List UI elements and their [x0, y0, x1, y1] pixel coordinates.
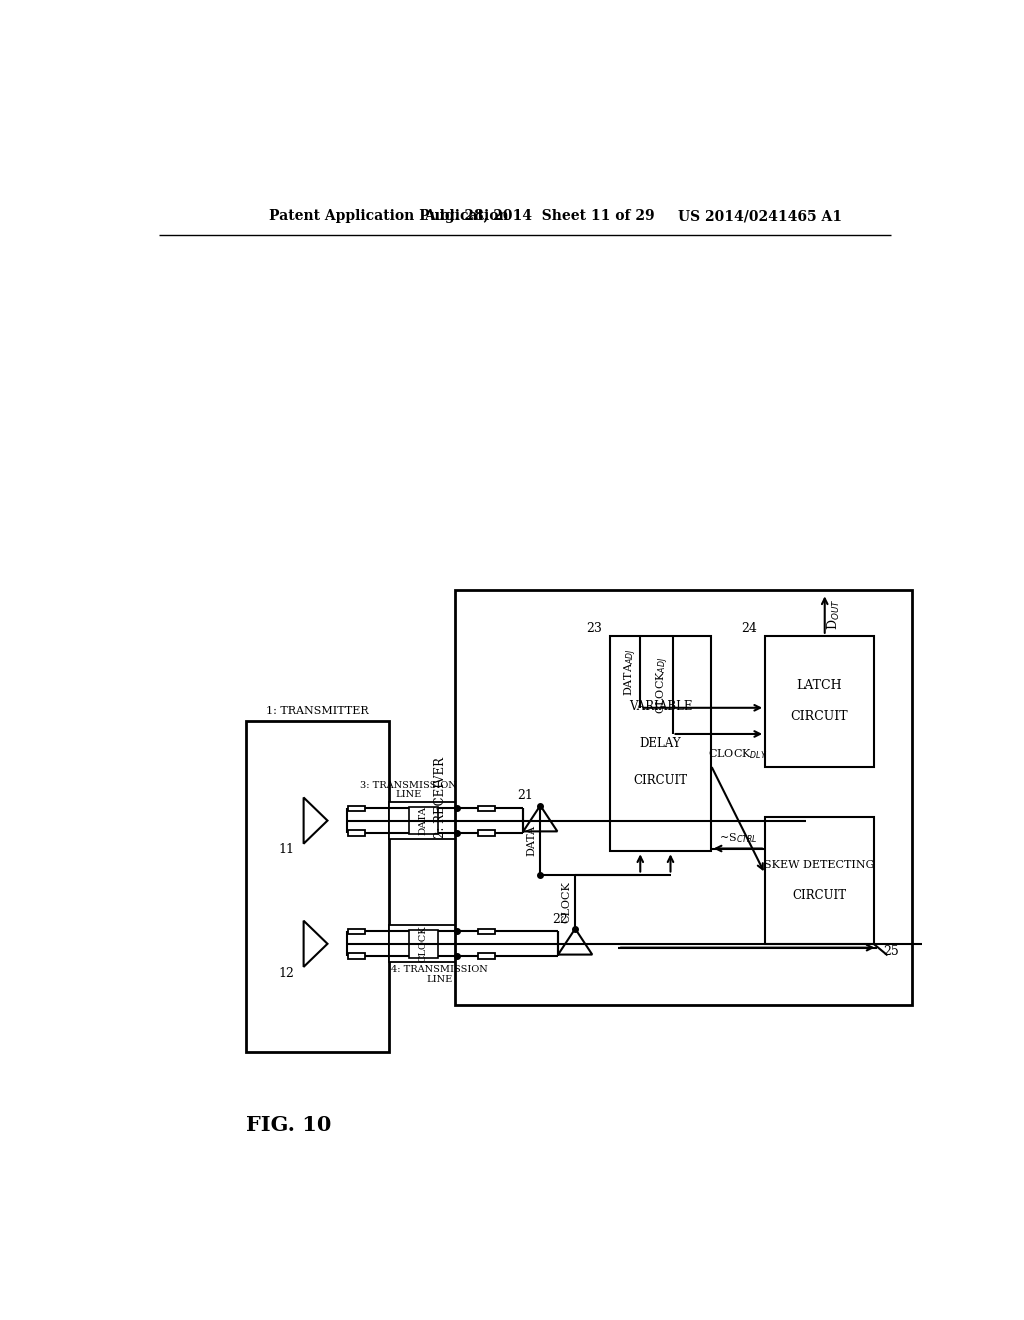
Text: VARIABLE: VARIABLE: [629, 701, 692, 713]
Text: 23: 23: [587, 622, 602, 635]
Text: 21: 21: [517, 789, 532, 803]
Bar: [477, 830, 495, 836]
Bar: [389, 925, 459, 962]
Bar: [348, 830, 366, 836]
Text: D$_{OUT}$: D$_{OUT}$: [826, 598, 842, 630]
Bar: [477, 805, 495, 810]
Text: CIRCUIT: CIRCUIT: [793, 890, 847, 902]
Text: CIRCUIT: CIRCUIT: [791, 710, 848, 723]
Text: DATA$_{ADJ}$: DATA$_{ADJ}$: [623, 648, 639, 696]
Text: CLOCK: CLOCK: [419, 925, 428, 962]
Bar: [765, 817, 873, 944]
Text: LINE: LINE: [426, 974, 453, 983]
Text: 22: 22: [552, 912, 567, 925]
Bar: [477, 953, 495, 958]
Bar: [348, 953, 366, 958]
Bar: [477, 929, 495, 935]
Text: DELAY: DELAY: [640, 737, 681, 750]
Text: SKEW DETECTING: SKEW DETECTING: [764, 861, 874, 870]
Text: 25: 25: [883, 945, 899, 958]
Text: LINE: LINE: [395, 789, 422, 799]
Bar: [348, 805, 366, 810]
Text: CLOCK: CLOCK: [561, 880, 570, 923]
Text: FIG. 10: FIG. 10: [246, 1115, 331, 1135]
Bar: [455, 590, 912, 1006]
Text: DATA: DATA: [419, 807, 428, 836]
Bar: [610, 636, 711, 851]
Bar: [348, 929, 366, 935]
Text: 4: TRANSMISSION: 4: TRANSMISSION: [391, 965, 487, 974]
Text: ~S$_{CTRL}$: ~S$_{CTRL}$: [719, 830, 757, 845]
Text: 11: 11: [279, 843, 294, 857]
Text: CLOCK$_{ADJ}$: CLOCK$_{ADJ}$: [655, 656, 672, 714]
Text: LATCH: LATCH: [797, 678, 842, 692]
Text: US 2014/0241465 A1: US 2014/0241465 A1: [678, 209, 843, 223]
Text: Patent Application Publication: Patent Application Publication: [269, 209, 509, 223]
Text: 2: RECEIVER: 2: RECEIVER: [434, 756, 447, 838]
Text: 24: 24: [741, 622, 758, 635]
Text: CLOCK$_{DLY}$: CLOCK$_{DLY}$: [709, 747, 768, 760]
Bar: [765, 636, 873, 767]
Bar: [246, 721, 389, 1052]
Text: 12: 12: [279, 966, 294, 979]
Bar: [389, 803, 459, 840]
Text: DATA: DATA: [526, 825, 536, 855]
Text: CIRCUIT: CIRCUIT: [634, 774, 687, 787]
Text: 3: TRANSMISSION: 3: TRANSMISSION: [360, 780, 457, 789]
Text: 1: TRANSMITTER: 1: TRANSMITTER: [266, 706, 369, 717]
Bar: [409, 929, 438, 957]
Text: Aug. 28, 2014  Sheet 11 of 29: Aug. 28, 2014 Sheet 11 of 29: [424, 209, 654, 223]
Bar: [409, 807, 438, 834]
